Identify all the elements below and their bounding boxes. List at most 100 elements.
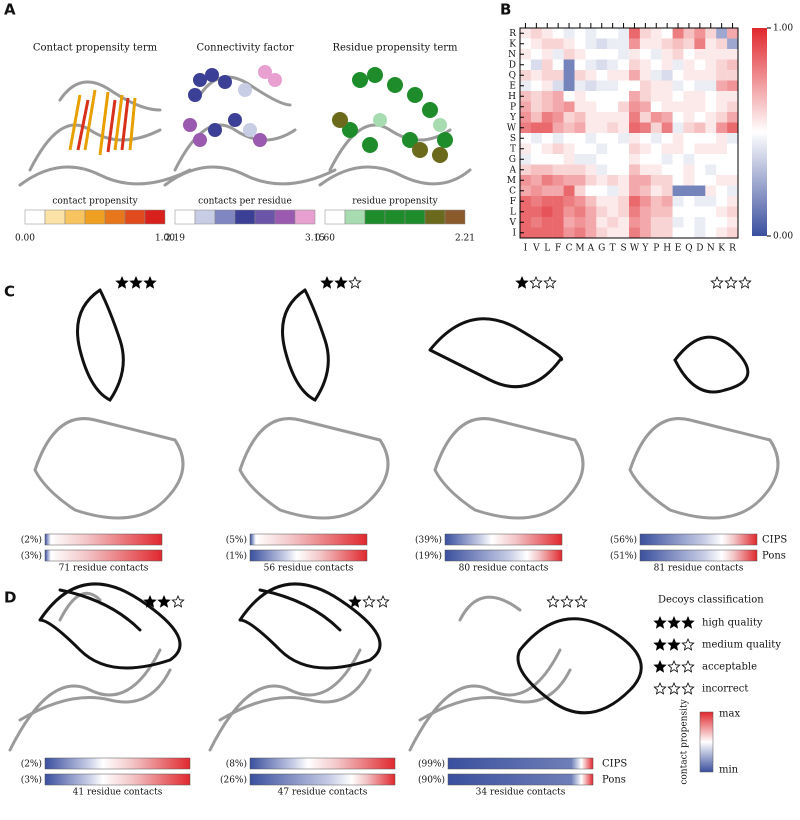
heatmap-cell [552,206,564,218]
heatmap-cell [727,91,739,102]
heatmap-cell [530,217,542,228]
heatmap-cell [530,196,542,207]
heatmap-cell [552,133,564,144]
heatmap-cell [530,227,542,239]
star-filled [515,275,529,289]
heatmap-cell [596,143,608,155]
heatmap-cell [705,91,717,102]
heatmap-cell [727,80,739,92]
scale-swatch [174,209,196,225]
heatmap-cell [563,101,575,113]
heatmap-cell [694,227,706,239]
heatmap-cell [618,143,630,155]
heatmap-cell [574,154,586,165]
heatmap-cell [639,133,651,144]
row-label: D [509,60,516,70]
heatmap-cell [672,80,684,92]
heatmap-cell [672,91,684,102]
heatmap-cell [607,227,619,239]
heatmap-cell [629,206,641,218]
bar-label: CIPS [762,535,787,546]
legend-min: min [719,765,739,776]
heatmap-cell [639,49,651,60]
heatmap-cell [705,28,717,39]
heatmap-cell [563,112,575,123]
cips-rank: (8%) [226,759,247,770]
pons-bar [444,549,563,562]
heatmap-cell [607,185,619,197]
column-label: P [653,244,659,254]
heatmap-cell [694,217,706,228]
heatmap-cell [727,206,739,218]
heatmap-cell [650,38,662,50]
heatmap-cell [650,133,662,144]
star-filled [681,615,695,629]
heatmap-cell [672,38,684,50]
heatmap-cell [618,59,630,71]
heatmap-cell [585,91,597,102]
heatmap-cell [694,175,706,186]
star-empty [681,659,695,673]
heatmap-cell [672,164,684,176]
row-label: K [509,39,516,49]
heatmap-cell [639,175,651,186]
column-label: W [630,244,640,254]
heatmap-cell [574,164,586,176]
heatmap-cell [607,70,619,81]
scale-swatch [144,209,166,225]
heatmap-cell [650,217,662,228]
cips-bar [447,757,594,770]
heatmap-cell [694,80,706,92]
heatmap-cell [585,164,597,176]
heatmap-cell [618,175,630,186]
cips-bar [44,533,163,546]
row-label: V [509,218,517,228]
star-filled [115,275,129,289]
heatmap-cell [650,154,662,165]
bar-label: CIPS [602,759,627,770]
heatmap-cell [563,49,575,60]
heatmap-cell [629,164,641,176]
scale-swatch [404,209,426,225]
column-label: F [555,244,561,254]
heatmap-cell [650,175,662,186]
heatmap-cell [661,59,673,71]
heatmap-cell [661,28,673,39]
heatmap-cell [618,91,630,102]
column-label: V [532,244,540,254]
row-label: F [510,197,516,207]
heatmap-cell [650,185,662,197]
scale-label: residue propensity [352,197,438,207]
row-label: N [508,50,516,60]
heatmap-cell [661,227,673,239]
heatmap-cell [585,143,597,155]
heatmap-cell [520,133,532,144]
cips-rank: (2%) [21,535,42,546]
heatmap-cell [607,164,619,176]
heatmap-cell [661,196,673,207]
heatmap-cell [705,38,717,50]
heatmap-cell [639,196,651,207]
heatmap-cell [629,112,641,123]
heatmap-cell [607,38,619,50]
heatmap-cell [596,28,608,39]
heatmap-cell [705,80,717,92]
heatmap-cell [520,70,532,81]
cips-bar [639,533,758,546]
heatmap-cell [596,49,608,60]
heatmap-cell [574,91,586,102]
scale-max: 1.00 [155,234,175,244]
heatmap-cell [596,206,608,218]
column-label: M [575,244,584,254]
legend-max: max [719,709,740,720]
column-label: K [718,244,725,254]
heatmap-cell [683,80,695,92]
colorbar-min: 0.00 [773,232,793,242]
heatmap-cell [607,101,619,113]
heatmap-cell [541,59,553,71]
heatmap-cell [716,175,728,186]
heatmap-cell [585,196,597,207]
heatmap-cell [639,80,651,92]
pons-bar [44,549,163,562]
heatmap-cell [650,91,662,102]
